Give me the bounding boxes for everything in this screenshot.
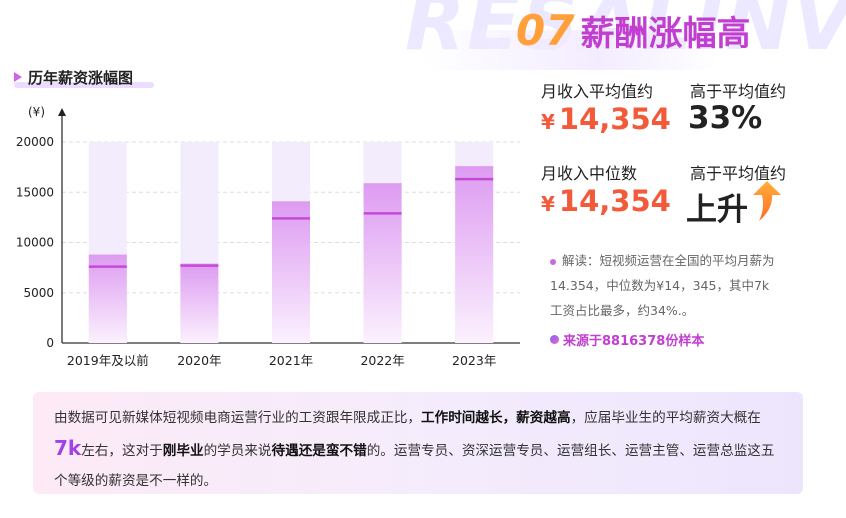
source-text: 来源于8816378份样本 — [563, 334, 705, 349]
y-tick-label: 0 — [46, 336, 54, 350]
sample-source: 来源于8816378份样本 — [550, 330, 704, 349]
header-swoosh — [420, 30, 720, 70]
source-dot-icon — [550, 335, 559, 344]
above-avg-percent: 33% — [688, 100, 763, 136]
x-tick-label: 2022年 — [360, 353, 404, 368]
bar — [88, 254, 127, 343]
y-tick-label: 5000 — [23, 286, 54, 300]
summary-panel: 由数据可见新媒体短视频电商运营行业的工资跟年限成正比，工作时间越长，薪资越高，应… — [33, 392, 803, 494]
bullet-dot-icon — [550, 258, 556, 265]
y-tick-label: 10000 — [16, 236, 54, 250]
above-avg-label: 高于平均值约 — [690, 82, 787, 101]
summary-highlight-7k: 7k — [54, 436, 82, 460]
currency-symbol: ¥ — [541, 110, 555, 134]
trend-text: 上升 — [686, 192, 748, 228]
y-tick-label: 20000 — [16, 135, 54, 149]
summary-text-1: 由数据可见新媒体短视频电商运营行业的工资跟年限成正比， — [54, 410, 422, 426]
y-axis-arrow-icon — [58, 108, 66, 116]
bar — [455, 166, 494, 343]
chart-title: 历年薪资涨幅图 — [28, 68, 134, 87]
interpretation-note: 解读：短视频运营在全国的平均月薪为 14.354，中位数为¥14，345，其中7… — [550, 248, 810, 323]
bar — [272, 201, 310, 343]
note-line-1: 解读：短视频运营在全国的平均月薪为 — [562, 253, 775, 268]
bar — [180, 263, 219, 343]
currency-symbol: ¥ — [541, 192, 555, 216]
page-header: 07 薪酬涨幅高 — [516, 6, 750, 60]
note-line-2: 14.354，中位数为¥14，345，其中7k — [550, 278, 770, 293]
bar — [363, 183, 402, 343]
summary-text-5: 的。运营专员、资深运营专员、运营组长、运营主管、运营总监这五个等级的薪资是不一样… — [54, 443, 775, 489]
avg-income-value: ¥14,354 — [541, 102, 671, 136]
x-tick-label: 2023年 — [452, 353, 496, 368]
avg-income-label: 月收入平均值约 — [541, 82, 654, 101]
x-tick-label: 2019年及以前 — [67, 353, 149, 368]
summary-bold-2: 刚毕业 — [162, 443, 204, 459]
y-tick-label: 15000 — [16, 185, 54, 199]
page-title: 薪酬涨幅高 — [580, 14, 751, 54]
summary-bold-1: 工作时间越长，薪资越高 — [421, 410, 571, 426]
y-axis-unit-label: (¥) — [28, 105, 45, 119]
section-underline — [14, 82, 154, 88]
section-number: 07 — [516, 6, 575, 55]
summary-text-4: 的学员来说 — [203, 443, 272, 459]
median-income-value: ¥14,354 — [541, 184, 671, 218]
above-avg-label-2: 高于平均值约 — [690, 164, 787, 183]
note-line-3: 工资占比最多，约34%.。 — [550, 303, 695, 318]
triangle-bullet-icon — [14, 72, 22, 82]
avg-income-number: 14,354 — [558, 102, 671, 136]
summary-bold-3: 待遇还是蛮不错 — [271, 443, 367, 459]
chart-heading: 历年薪资涨幅图 — [14, 66, 133, 88]
median-income-number: 14,354 — [558, 184, 671, 218]
salary-bar-chart: 0 5000 10000 15000 20000 (¥) 2019年及以前 2020年 2021… — [16, 105, 520, 368]
median-income-label: 月收入中位数 — [541, 164, 638, 183]
summary-text-3: 左右，这对于 — [81, 443, 163, 459]
summary-text-2: ，应届毕业生的平均薪资大概在 — [570, 410, 761, 426]
x-tick-label: 2021年 — [269, 353, 313, 368]
arrow-up-icon — [753, 181, 781, 221]
x-tick-label: 2020年 — [177, 353, 221, 368]
